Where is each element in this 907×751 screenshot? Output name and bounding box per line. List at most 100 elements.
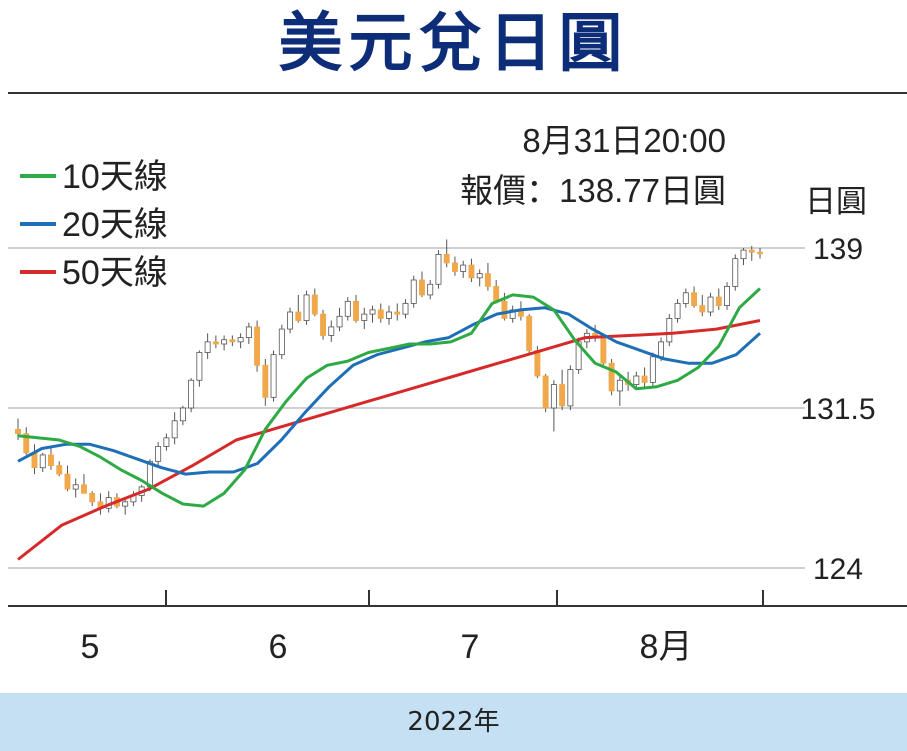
candle: [757, 248, 763, 259]
candle-body: [732, 258, 739, 287]
candle-body: [740, 249, 747, 260]
candlestick-chart: 8月31日20:00 報價：138.77日圓 日圓 10天線 20天線 50天線 5…: [8, 122, 907, 666]
candle: [542, 373, 549, 413]
candle-body: [262, 364, 269, 398]
candle: [245, 322, 252, 344]
candle-body: [369, 309, 376, 315]
candle-body: [80, 484, 87, 494]
candle-body: [748, 249, 755, 253]
candle-body: [394, 311, 401, 315]
candle-body: [649, 356, 656, 383]
candle: [435, 250, 442, 289]
candle: [270, 350, 277, 402]
candle: [369, 305, 376, 323]
y-tick-label: 124: [813, 553, 863, 586]
candle: [89, 491, 96, 507]
candle-body: [427, 283, 434, 296]
candle-body: [163, 437, 170, 447]
x-tick-label: 5: [81, 628, 100, 666]
candle: [509, 305, 516, 323]
candle: [616, 376, 623, 406]
candle: [303, 290, 310, 325]
candle-body: [221, 339, 228, 345]
candle: [287, 307, 294, 334]
candle-body: [559, 384, 566, 407]
candle-body: [353, 300, 359, 321]
candle: [633, 371, 640, 389]
legend-item: 50天線: [20, 254, 168, 292]
candle: [320, 309, 327, 340]
x-tick-label: 8月: [640, 628, 693, 666]
candle: [56, 461, 63, 477]
candle: [254, 320, 261, 372]
candle: [666, 314, 673, 347]
candle-body: [567, 369, 574, 407]
candle: [550, 380, 557, 432]
candle: [171, 412, 178, 445]
candle: [427, 280, 434, 300]
candle: [567, 365, 574, 411]
candle-body: [295, 311, 302, 321]
candle: [682, 288, 689, 308]
top-rule: [8, 92, 907, 94]
candle: [212, 335, 219, 349]
candle: [221, 335, 228, 351]
candle-body: [212, 341, 219, 345]
candle-body: [451, 262, 458, 272]
candle: [278, 324, 285, 359]
quote-time: 8月31日20:00: [522, 122, 726, 159]
candle-body: [278, 328, 285, 356]
legend-label: 50天線: [62, 254, 168, 292]
candle-body: [691, 292, 698, 307]
candle: [328, 320, 335, 342]
candle: [410, 275, 417, 308]
candle: [97, 493, 104, 515]
chart-title: 美元兌日圓: [278, 7, 629, 81]
candle: [344, 297, 351, 321]
candle: [419, 271, 425, 298]
candle-body: [724, 285, 730, 306]
candle: [163, 433, 170, 451]
candle: [155, 442, 162, 466]
ma20-line: [17, 306, 762, 476]
candle-body: [493, 285, 500, 302]
candle-body: [715, 296, 722, 306]
candle-body: [666, 317, 673, 343]
candle-body: [534, 349, 541, 377]
candle-body: [179, 407, 186, 422]
candle-body: [196, 352, 203, 381]
candle: [443, 239, 450, 268]
candle-body: [550, 384, 557, 409]
candle: [724, 282, 730, 310]
candle-body: [155, 445, 162, 462]
candle: [48, 446, 54, 470]
candle: [600, 333, 607, 368]
candle: [394, 303, 401, 321]
candle: [608, 358, 615, 396]
candle-body: [707, 296, 714, 313]
candle: [484, 262, 491, 291]
candle-body: [501, 300, 508, 319]
candle-body: [386, 311, 392, 319]
candle: [122, 497, 129, 515]
candle-body: [48, 454, 54, 466]
candle-body: [600, 337, 607, 364]
candle: [674, 299, 681, 323]
candle: [707, 292, 714, 317]
candle: [105, 491, 112, 513]
candle-body: [72, 484, 79, 490]
candle: [468, 258, 475, 283]
candle-body: [204, 341, 211, 353]
y-tick-label: 139: [813, 233, 863, 266]
candle: [64, 465, 71, 492]
candle: [80, 474, 87, 494]
candle-body: [757, 251, 763, 255]
candle-body: [699, 305, 706, 313]
candle-body: [361, 313, 368, 321]
candle: [262, 358, 269, 406]
candle-body: [476, 273, 483, 279]
ma50-line: [17, 319, 761, 561]
x-tick-label: 6: [269, 628, 288, 666]
candle: [559, 369, 566, 411]
candle: [715, 288, 722, 310]
